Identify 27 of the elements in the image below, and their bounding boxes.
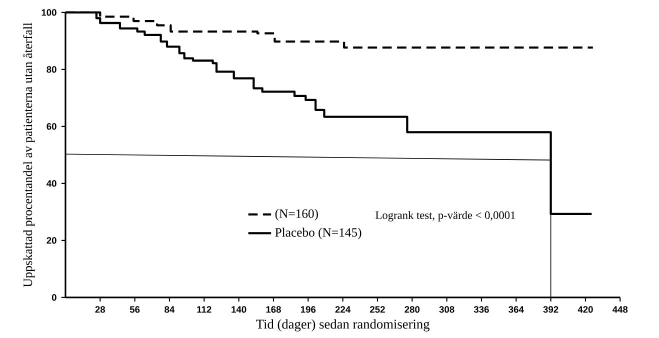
y-tick-label: 40: [46, 180, 56, 187]
x-tick-label: 420: [578, 306, 593, 313]
y-axis-title: Uppskattad procentandel av patienterna utan återfall: [22, 22, 35, 288]
x-tick-label: 364: [508, 306, 524, 313]
y-tick-label: 20: [46, 237, 56, 244]
x-tick-label: 336: [474, 306, 489, 313]
y-tick-label: 0: [52, 294, 56, 301]
annotation: Logrank test, p-värde < 0,0001: [376, 211, 516, 222]
x-tick-label: 448: [612, 306, 628, 313]
x-tick-label: 280: [404, 306, 420, 313]
x-tick-label: 112: [197, 306, 212, 313]
y-tick-label: 80: [46, 66, 56, 73]
x-tick-label: 392: [543, 306, 558, 313]
y-tick-label: 60: [46, 123, 56, 130]
x-tick-label: 252: [370, 306, 385, 313]
x-tick-label: 168: [266, 306, 281, 313]
legend-label: Placebo (N=145): [275, 228, 362, 240]
x-tick-label: 196: [300, 306, 316, 313]
x-tick-label: 56: [130, 306, 140, 313]
x-tick-label: 140: [232, 306, 246, 313]
x-tick-label: 84: [164, 306, 175, 313]
legend-label: (N=160): [275, 209, 318, 220]
y-tick-label: 100: [42, 9, 56, 16]
x-tick-label: 308: [439, 306, 454, 313]
x-axis-title: Tid (dager) sedan randomisering: [256, 319, 430, 332]
x-tick-label: 28: [95, 306, 106, 313]
x-tick-label: 224: [335, 306, 351, 313]
